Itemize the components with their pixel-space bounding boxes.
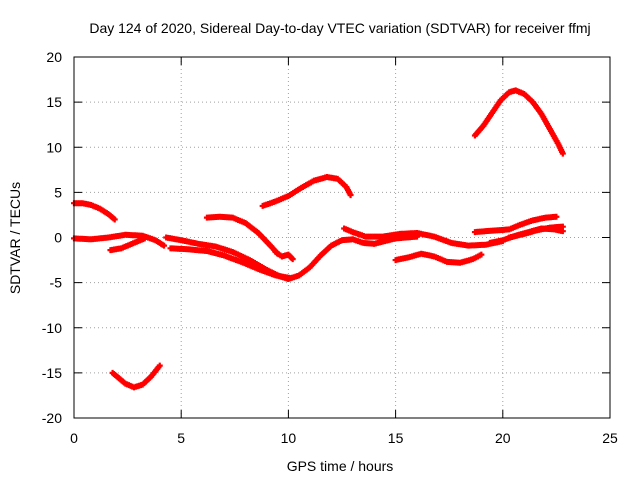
x-tick-label: 25 — [602, 430, 618, 446]
series-arc-8 — [272, 248, 296, 263]
data-series — [71, 87, 566, 391]
series-arc-4 — [107, 235, 148, 254]
data-point — [559, 150, 566, 157]
data-point — [289, 256, 296, 263]
y-tick-label: 0 — [54, 230, 62, 246]
data-point — [347, 192, 354, 199]
y-tick-label: 20 — [46, 49, 62, 65]
data-point — [553, 213, 560, 220]
y-tick-label: -20 — [42, 410, 62, 426]
series-arc-15 — [506, 223, 566, 241]
x-tick-label: 20 — [495, 430, 511, 446]
plot-frame — [73, 56, 611, 419]
chart-title: Day 124 of 2020, Sidereal Day-to-day VTE… — [89, 20, 590, 36]
x-tick-label: 10 — [281, 430, 297, 446]
x-tick-label: 0 — [70, 430, 78, 446]
series-arc-3 — [71, 231, 168, 249]
x-tick-label: 15 — [388, 430, 404, 446]
series-arc-16 — [471, 87, 566, 157]
y-tick-label: 15 — [46, 94, 62, 110]
x-tick-label: 5 — [177, 430, 185, 446]
series-arc-10 — [285, 233, 421, 283]
x-axis-label: GPS time / hours — [287, 458, 394, 474]
y-axis-label: SDTVAR / TECUs — [7, 182, 23, 294]
data-point — [111, 216, 118, 223]
data-point — [478, 251, 485, 258]
data-point — [156, 362, 163, 369]
y-tick-label: -5 — [50, 275, 63, 291]
series-arc-2 — [109, 362, 163, 391]
data-point — [161, 242, 168, 249]
series-arc-13 — [471, 213, 560, 236]
data-point — [559, 223, 566, 230]
series-arc-9 — [259, 174, 354, 209]
y-tick-label: 10 — [46, 139, 62, 155]
y-tick-label: 5 — [54, 184, 62, 200]
data-point — [141, 235, 148, 242]
series-arc-12 — [392, 250, 485, 266]
y-tick-label: -15 — [42, 365, 62, 381]
series-arc-11 — [341, 225, 506, 249]
series-arc-1 — [71, 200, 118, 223]
y-tick-label: -10 — [42, 320, 62, 336]
